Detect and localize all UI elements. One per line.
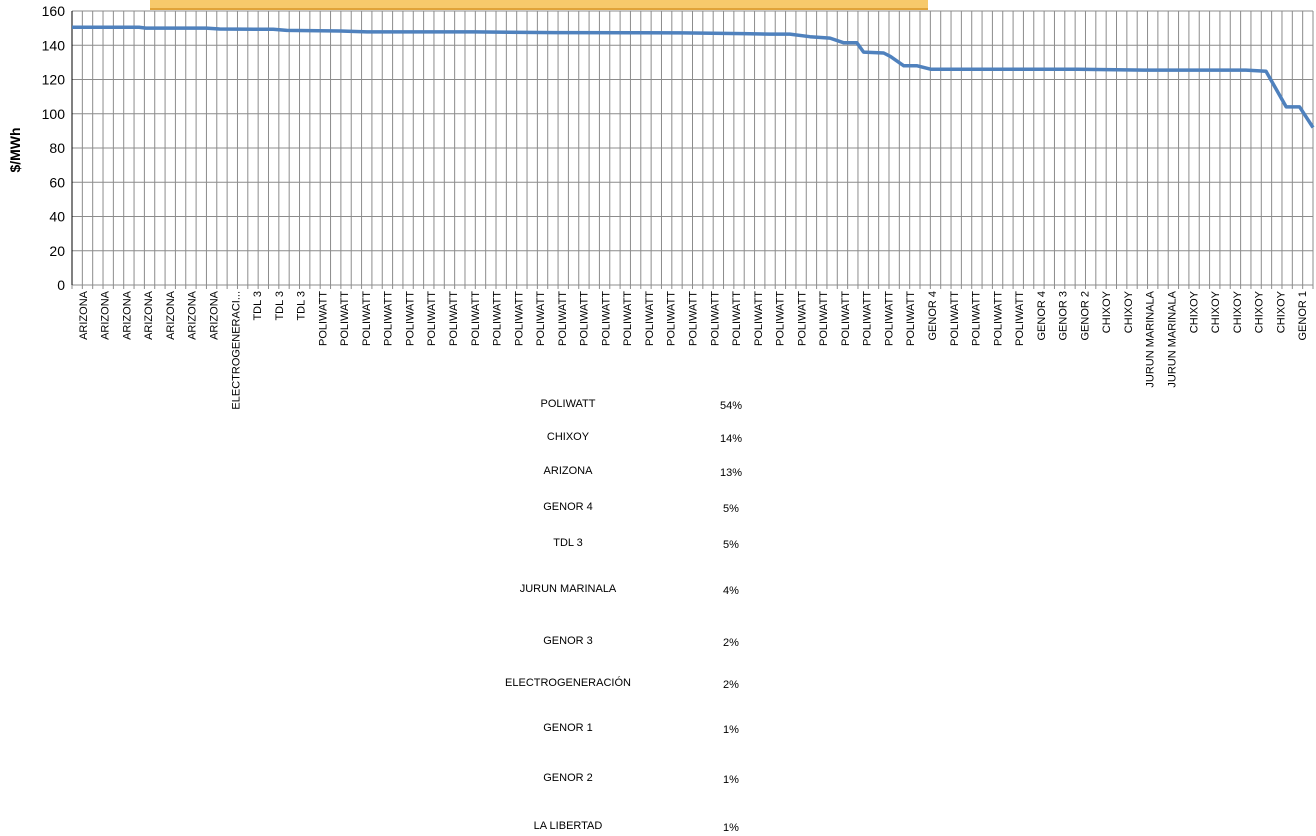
x-tick-label: GENOR 4	[927, 291, 939, 341]
share-name: JURUN MARINALA	[519, 583, 617, 595]
share-percent: 1%	[723, 822, 739, 834]
share-percent: 5%	[723, 539, 739, 551]
x-tick-label: TDL 3	[296, 291, 308, 321]
x-tick-label: GENOR 3	[1058, 291, 1070, 341]
x-tick-label: POLIWATT	[317, 291, 329, 346]
y-axis-label: $/MWh	[7, 127, 23, 172]
x-tick-label: JURUN MARINALA	[1145, 290, 1157, 387]
x-tick-label: CHIXOY	[1188, 290, 1200, 333]
share-percent: 2%	[723, 679, 739, 691]
x-tick-label: POLIWATT	[666, 291, 678, 346]
x-tick-label: GENOR 4	[1036, 291, 1048, 341]
x-tick-label: CHIXOY	[1123, 290, 1135, 333]
x-tick-label: POLIWATT	[622, 291, 634, 346]
price-series-line	[72, 25, 1315, 129]
grid-layer	[71, 10, 1314, 289]
x-tick-label: POLIWATT	[971, 291, 983, 346]
share-percent: 54%	[719, 400, 743, 412]
x-tick-label: CHIXOY	[1210, 290, 1222, 333]
x-tick-label: POLIWATT	[470, 291, 482, 346]
x-tick-label: ARIZONA	[209, 290, 221, 340]
share-name: GENOR 2	[543, 772, 593, 784]
x-tick-label: POLIWATT	[709, 291, 721, 346]
x-tick-label: POLIWATT	[949, 291, 961, 346]
y-tick-label: 120	[42, 72, 66, 88]
share-percent: 2%	[723, 637, 739, 649]
share-name: TDL 3	[553, 537, 583, 549]
share-name: POLIWATT	[540, 398, 596, 410]
x-tick-label: POLIWATT	[905, 291, 917, 346]
x-tick-label: ARIZONA	[78, 290, 90, 340]
x-tick-label: POLIWATT	[818, 291, 830, 346]
x-tick-label: POLIWATT	[513, 291, 525, 346]
share-name: GENOR 4	[543, 501, 593, 513]
x-tick-label: TDL 3	[274, 291, 286, 321]
x-tick-label: ARIZONA	[165, 290, 177, 340]
share-name: GENOR 3	[543, 635, 593, 647]
share-percent: 4%	[723, 585, 739, 597]
share-name: ARIZONA	[543, 465, 593, 477]
x-tick-label: ARIZONA	[187, 290, 199, 340]
x-tick-label: POLIWATT	[383, 291, 395, 346]
x-tick-label: CHIXOY	[1101, 290, 1113, 333]
x-tick-label: ARIZONA	[121, 290, 133, 340]
x-tick-label: ELECTROGENERACI...	[230, 291, 242, 410]
y-tick-label: 60	[49, 174, 65, 190]
y-tick-label: 100	[42, 106, 66, 122]
y-tick-label: 160	[42, 3, 66, 19]
x-tick-label: POLIWATT	[883, 291, 895, 346]
x-tick-label: POLIWATT	[644, 291, 656, 346]
x-tick-label: GENOR 2	[1079, 291, 1091, 341]
y-tick-label: 40	[49, 209, 65, 225]
x-tick-label: POLIWATT	[448, 291, 460, 346]
x-tick-label: POLIWATT	[492, 291, 504, 346]
share-name: GENOR 1	[543, 722, 593, 734]
x-tick-label: POLIWATT	[862, 291, 874, 346]
x-tick-label: GENOR 1	[1297, 291, 1309, 341]
series-layer	[72, 25, 1315, 129]
x-tick-label: POLIWATT	[426, 291, 438, 346]
x-tick-label: POLIWATT	[840, 291, 852, 346]
x-tick-label: POLIWATT	[753, 291, 765, 346]
x-tick-label: CHIXOY	[1232, 290, 1244, 333]
x-tick-label: POLIWATT	[404, 291, 416, 346]
share-percent: 13%	[719, 467, 743, 479]
x-tick-label: ARIZONA	[143, 290, 155, 340]
x-tick-label: POLIWATT	[579, 291, 591, 346]
x-tick-label: POLIWATT	[339, 291, 351, 346]
x-tick-label: JURUN MARINALA	[1166, 290, 1178, 387]
x-tick-label: CHIXOY	[1254, 290, 1266, 333]
highlight-bar	[150, 0, 928, 10]
x-tick-label: POLIWATT	[557, 291, 569, 346]
share-percent: 1%	[723, 774, 739, 786]
x-tick-label: POLIWATT	[992, 291, 1004, 346]
share-percent: 5%	[723, 503, 739, 515]
y-tick-label: 80	[49, 140, 65, 156]
x-tick-label: ARIZONA	[100, 290, 112, 340]
share-name: CHIXOY	[546, 431, 590, 443]
x-tick-label: POLIWATT	[1014, 291, 1026, 346]
x-tick-label: CHIXOY	[1275, 290, 1287, 333]
y-tick-label: 0	[57, 277, 65, 293]
x-tick-label: POLIWATT	[775, 291, 787, 346]
share-percent: 1%	[723, 724, 739, 736]
x-tick-label: POLIWATT	[600, 291, 612, 346]
x-tick-label: POLIWATT	[535, 291, 547, 346]
y-axis: 0 20 40 60 80 100 120 140 160	[42, 3, 73, 293]
y-tick-label: 140	[42, 37, 66, 53]
x-tick-label: POLIWATT	[361, 291, 373, 346]
share-name: ELECTROGENERACIÓN	[505, 677, 631, 689]
x-tick-label: POLIWATT	[731, 291, 743, 346]
x-axis: ARIZONA ARIZONA ARIZONA ARIZONA ARIZONA ARIZO…	[78, 290, 1309, 409]
y-tick-label: 20	[49, 243, 65, 259]
share-name: LA LIBERTAD	[533, 820, 603, 832]
x-tick-label: POLIWATT	[688, 291, 700, 346]
share-percent: 14%	[719, 433, 743, 445]
x-tick-label: POLIWATT	[796, 291, 808, 346]
x-tick-label: TDL 3	[252, 291, 264, 321]
